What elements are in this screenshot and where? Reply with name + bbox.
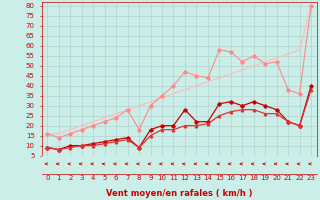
Text: Vent moyen/en rafales ( km/h ): Vent moyen/en rafales ( km/h ) [106,189,252,198]
